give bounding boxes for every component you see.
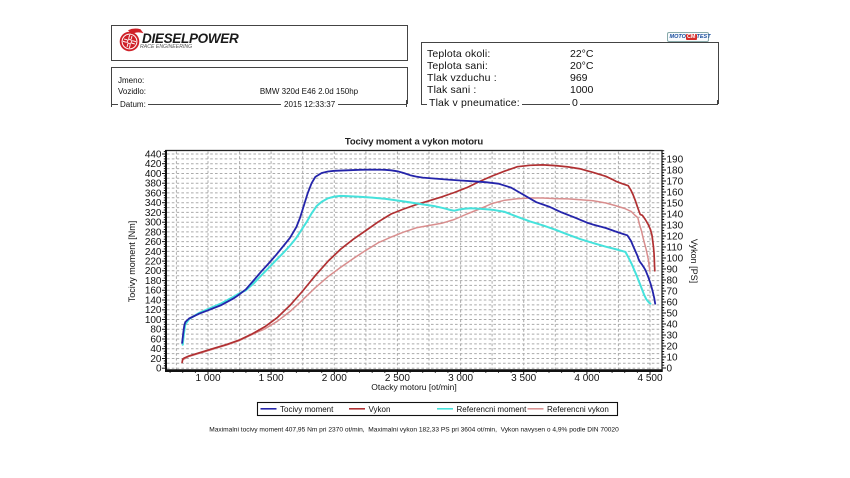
svg-text:3 000: 3 000 — [448, 373, 473, 384]
svg-text:400: 400 — [145, 169, 162, 180]
svg-text:360: 360 — [145, 188, 162, 199]
svg-text:130: 130 — [667, 220, 684, 231]
svg-text:380: 380 — [145, 179, 162, 190]
svg-text:60: 60 — [667, 297, 679, 308]
svg-text:2 000: 2 000 — [322, 373, 347, 384]
svg-text:1 000: 1 000 — [195, 373, 220, 384]
svg-text:150: 150 — [667, 198, 684, 209]
svg-text:80: 80 — [667, 275, 679, 286]
svg-text:0: 0 — [667, 363, 673, 374]
svg-text:110: 110 — [667, 242, 683, 253]
svg-text:20: 20 — [150, 354, 162, 365]
svg-text:20: 20 — [667, 341, 679, 352]
svg-text:90: 90 — [667, 264, 679, 275]
svg-text:140: 140 — [667, 209, 684, 220]
svg-text:100: 100 — [667, 253, 684, 264]
svg-text:140: 140 — [145, 295, 162, 306]
svg-text:200: 200 — [145, 266, 162, 277]
svg-text:10: 10 — [667, 352, 679, 363]
svg-text:300: 300 — [145, 218, 162, 229]
svg-text:Referencni moment: Referencni moment — [457, 405, 528, 414]
svg-text:180: 180 — [667, 165, 684, 176]
svg-text:320: 320 — [145, 208, 162, 219]
svg-text:160: 160 — [145, 286, 162, 297]
svg-text:40: 40 — [667, 319, 679, 330]
svg-text:420: 420 — [145, 159, 162, 170]
svg-text:Tocivy moment [Nm]: Tocivy moment [Nm] — [127, 221, 137, 303]
svg-text:2 500: 2 500 — [385, 373, 410, 384]
svg-text:180: 180 — [145, 276, 162, 287]
svg-text:100: 100 — [145, 315, 162, 326]
svg-text:120: 120 — [145, 305, 162, 316]
svg-text:Otacky motoru [ot/min]: Otacky motoru [ot/min] — [371, 382, 457, 392]
svg-text:1 500: 1 500 — [259, 373, 284, 384]
svg-text:Vykon [PS]: Vykon [PS] — [689, 239, 699, 283]
svg-text:Referencni vykon: Referencni vykon — [547, 405, 609, 414]
svg-text:340: 340 — [145, 198, 162, 209]
svg-text:3 500: 3 500 — [511, 373, 536, 384]
svg-text:Maximalni tocivy moment 407,95: Maximalni tocivy moment 407,95 Nm pri 23… — [209, 427, 619, 434]
svg-text:70: 70 — [667, 286, 679, 297]
svg-text:220: 220 — [145, 257, 162, 268]
svg-text:240: 240 — [145, 247, 162, 258]
svg-text:Tocivy moment a vykon motoru: Tocivy moment a vykon motoru — [345, 137, 483, 148]
svg-text:50: 50 — [667, 308, 679, 319]
svg-text:0: 0 — [156, 364, 162, 375]
svg-text:160: 160 — [667, 187, 684, 198]
svg-text:4 000: 4 000 — [574, 373, 599, 384]
svg-text:30: 30 — [667, 330, 679, 341]
svg-text:40: 40 — [150, 344, 162, 355]
svg-text:120: 120 — [667, 231, 684, 242]
svg-text:170: 170 — [667, 176, 684, 187]
svg-text:260: 260 — [145, 237, 162, 248]
svg-text:190: 190 — [667, 154, 684, 165]
svg-text:4 500: 4 500 — [637, 373, 662, 384]
svg-text:440: 440 — [145, 149, 162, 160]
svg-text:60: 60 — [150, 334, 162, 345]
svg-text:Vykon: Vykon — [369, 405, 391, 414]
svg-text:Tocivy moment: Tocivy moment — [280, 405, 334, 414]
svg-text:280: 280 — [145, 227, 162, 238]
svg-text:80: 80 — [150, 325, 162, 336]
